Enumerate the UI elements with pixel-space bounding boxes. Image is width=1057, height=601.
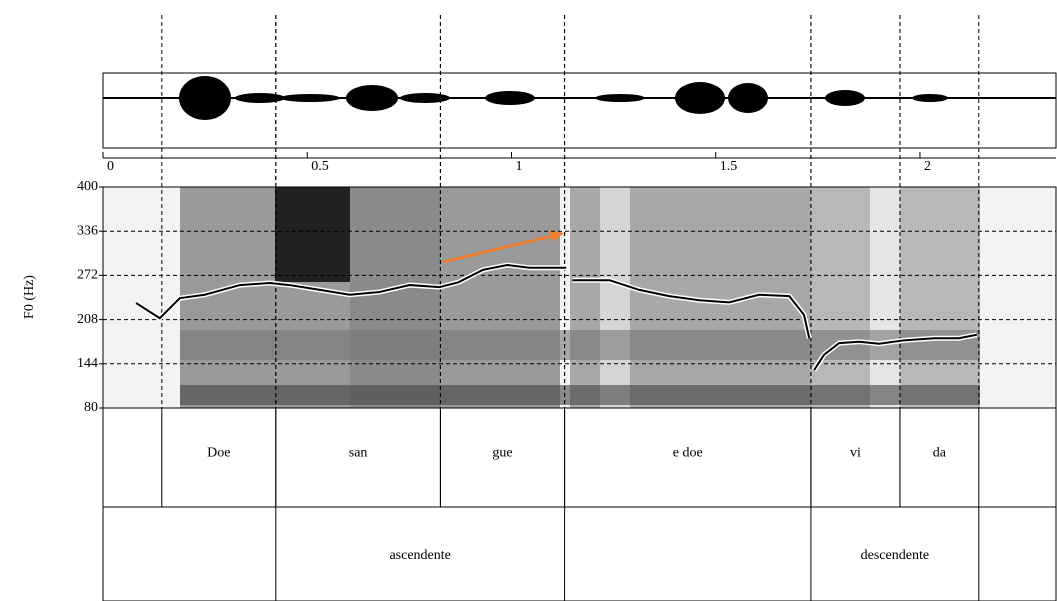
y-tick-label: 272 [77, 268, 98, 283]
tier-label: e doe [673, 446, 703, 461]
tier-label: da [933, 446, 947, 461]
tier-label: gue [492, 446, 512, 461]
x-tick-label: 0 [107, 159, 114, 174]
spectrogram-formant [180, 330, 980, 360]
waveform-burst [235, 93, 285, 103]
annotation-arrow [442, 230, 564, 264]
arrow-head [549, 230, 564, 242]
waveform [103, 76, 1056, 120]
spectrogram-band [600, 187, 630, 408]
tier-label: descendente [861, 548, 929, 563]
f0-contour [813, 333, 977, 371]
waveform-burst [179, 76, 231, 120]
waveform-frame [102, 72, 1057, 149]
y-tick-label: 400 [77, 179, 98, 194]
waveform-burst [728, 83, 768, 113]
y-tick-label: 80 [84, 400, 98, 415]
waveform-burst [912, 94, 948, 102]
waveform-burst [485, 91, 535, 105]
x-tick-label: 1.5 [720, 159, 738, 174]
y-tick-label: 336 [77, 223, 98, 238]
x-tick-label: 0.5 [311, 159, 329, 174]
waveform-burst [825, 90, 865, 106]
x-tick-label: 2 [924, 159, 931, 174]
y-tick-label: 144 [77, 356, 98, 371]
waveform-burst [400, 93, 450, 103]
waveform-burst [675, 82, 725, 114]
tier-label: vi [850, 446, 861, 461]
tier-frame [102, 506, 1057, 601]
tier-label: Doe [207, 446, 230, 461]
spectrogram-formant [180, 385, 980, 405]
f0-contour [135, 264, 567, 320]
y-tick-label: 208 [77, 312, 98, 327]
waveform-burst [280, 94, 340, 102]
x-tick-label: 1 [515, 159, 522, 174]
f0-contour [572, 279, 811, 339]
spectrogram-band [275, 187, 350, 282]
arrow-shaft [442, 234, 553, 264]
spectrogram [103, 187, 1056, 408]
tier-frame [102, 407, 1057, 508]
spectrogram-band [350, 187, 440, 408]
waveform-burst [595, 94, 645, 102]
spectrogram-band [870, 187, 900, 408]
waveform-burst [346, 85, 398, 111]
tier-label: san [349, 446, 368, 461]
y-axis-label: F0 (Hz) [22, 275, 37, 319]
tier-label: ascendente [389, 548, 450, 563]
